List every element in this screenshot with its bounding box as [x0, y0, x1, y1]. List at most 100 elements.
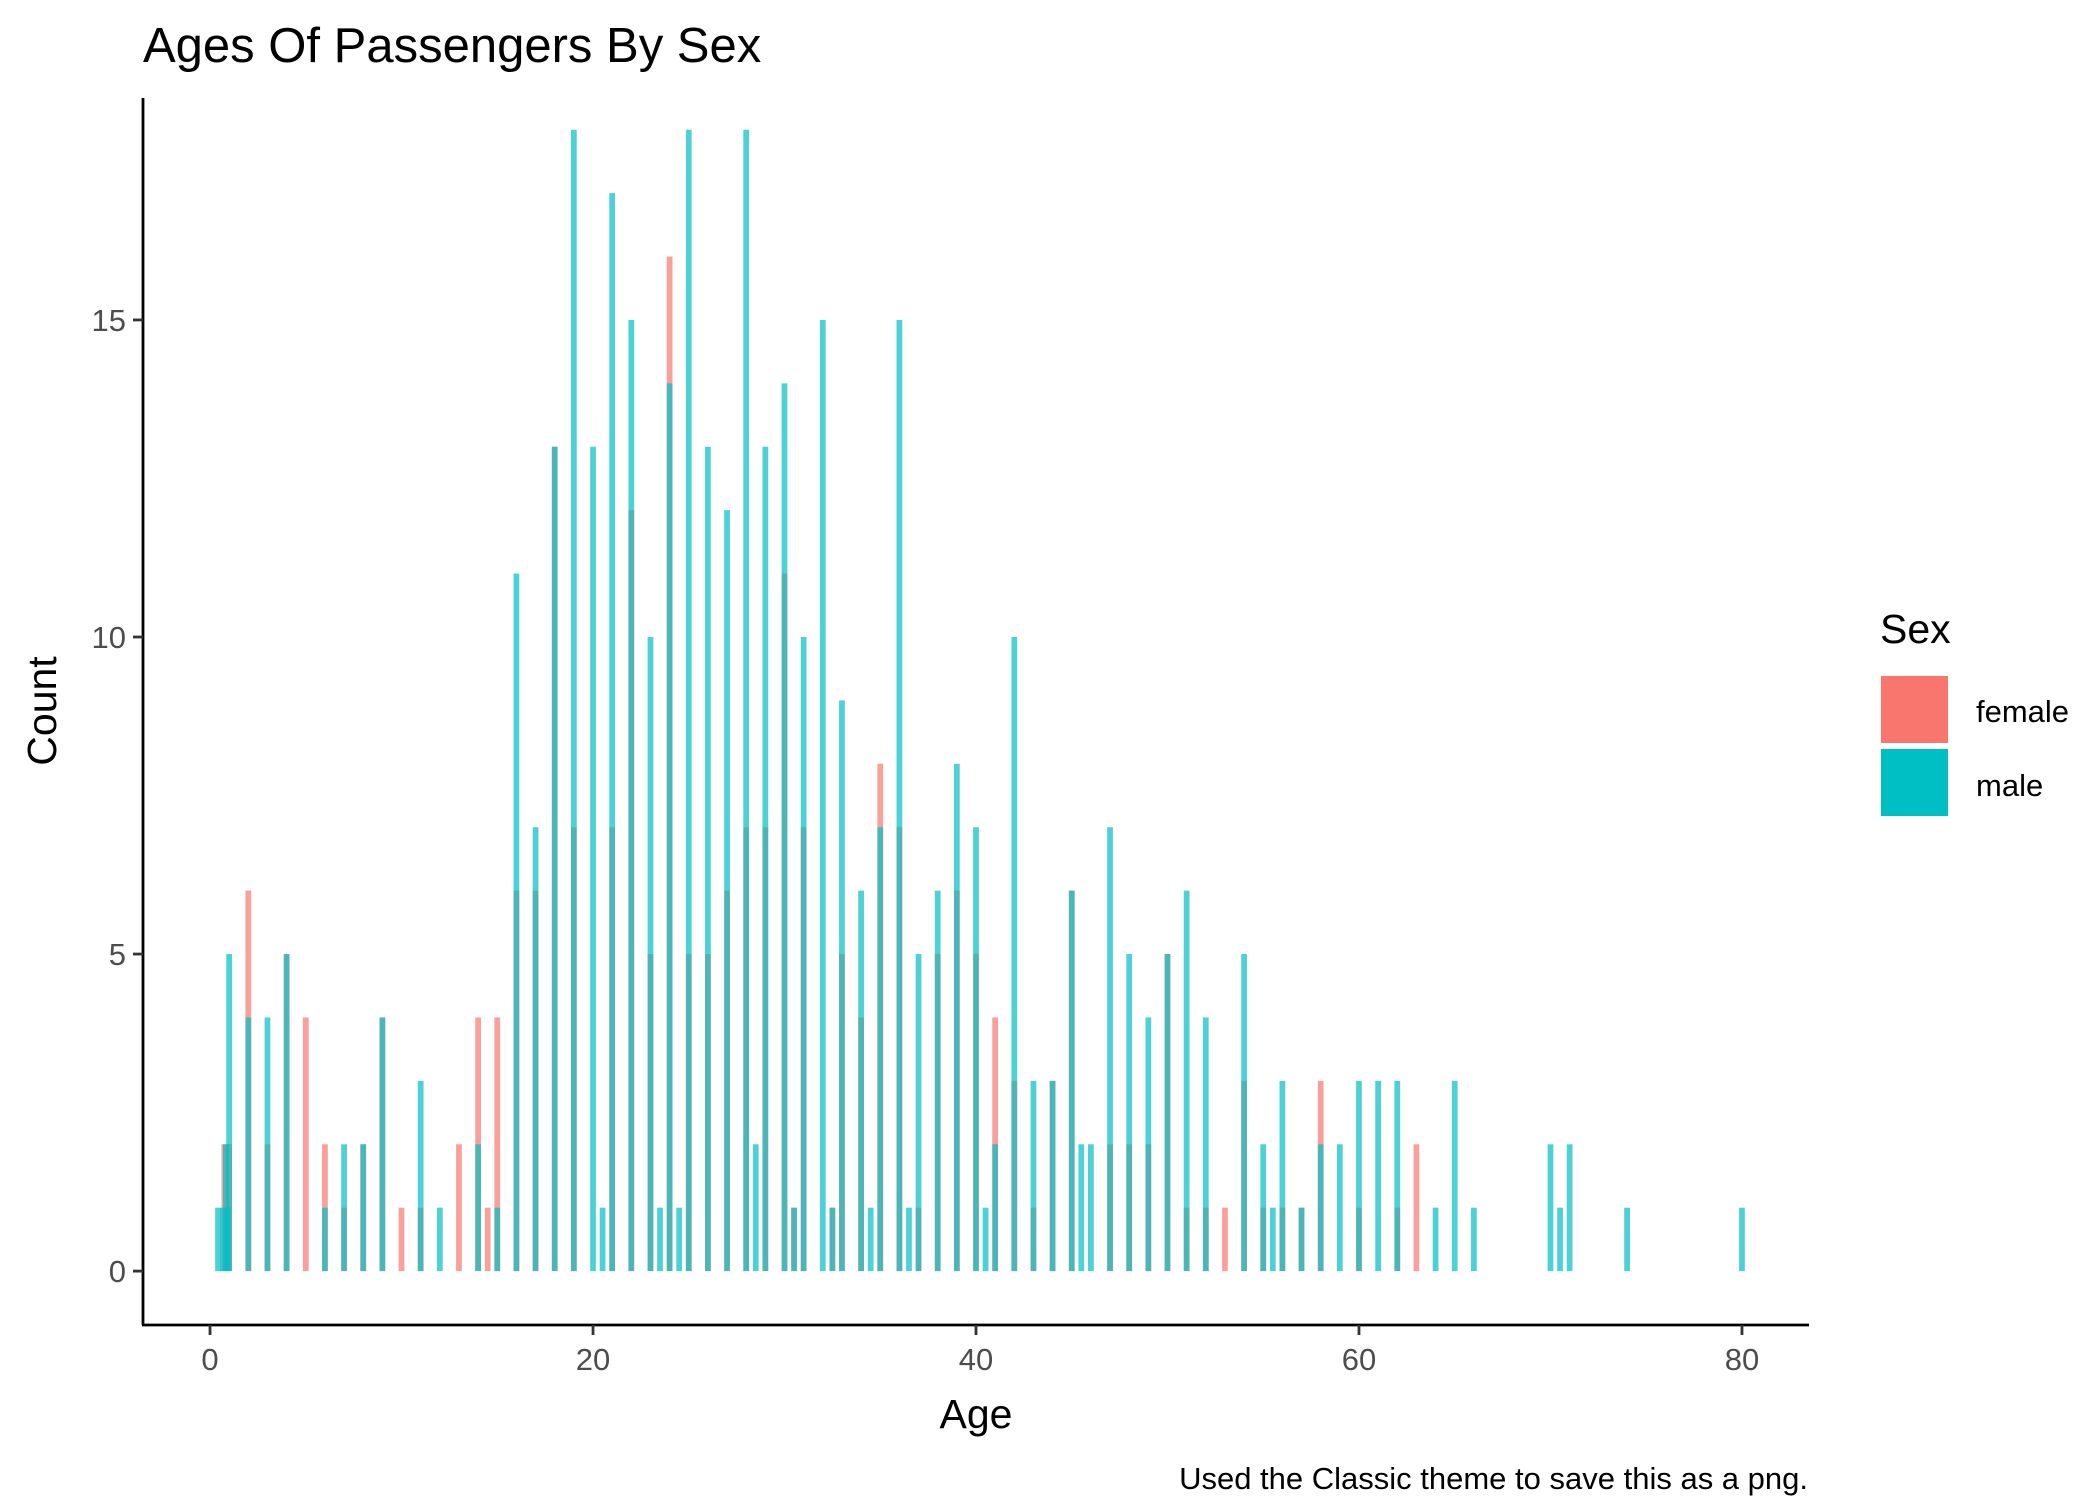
male-bar	[1432, 1207, 1439, 1272]
male-bar	[676, 1207, 683, 1272]
male-bar	[791, 1207, 797, 1272]
male-bar	[570, 129, 577, 1272]
x-tick-label: 20	[576, 1342, 610, 1377]
male-bar	[215, 1207, 221, 1272]
y-tick-label: 5	[109, 937, 126, 972]
male-bar	[245, 1017, 252, 1272]
male-bar	[829, 1207, 836, 1272]
male-bar	[1126, 954, 1133, 1272]
male-bar	[494, 1207, 501, 1272]
male-bar	[657, 1207, 663, 1272]
male-bar	[953, 763, 960, 1272]
male-bar	[819, 319, 826, 1272]
male-bar	[877, 827, 884, 1272]
female-bar	[494, 1017, 501, 1272]
legend-title: Sex	[1880, 606, 1951, 652]
male-bar	[1298, 1207, 1305, 1272]
male-bar	[1241, 954, 1247, 1272]
male-bar	[417, 1080, 424, 1272]
male-bar	[360, 1144, 367, 1272]
male-bar	[1088, 1144, 1094, 1272]
male-bar	[1739, 1207, 1745, 1272]
male-bar	[590, 446, 596, 1272]
chart-caption: Used the Classic theme to save this as a…	[1179, 1461, 1808, 1496]
male-bar	[1202, 1017, 1209, 1272]
female-bar	[1222, 1207, 1228, 1272]
male-bar	[1557, 1207, 1563, 1272]
x-tick-label: 60	[1342, 1342, 1376, 1377]
male-bar	[992, 1144, 999, 1272]
male-bar	[1336, 1144, 1343, 1272]
y-axis-ticks: 0 5 10 15	[92, 303, 143, 1289]
male-bar	[724, 510, 730, 1272]
male-bar	[436, 1207, 443, 1272]
male-bar	[685, 129, 692, 1272]
female-bar	[302, 1017, 309, 1272]
y-tick-label: 0	[109, 1254, 126, 1289]
male-bar	[599, 1207, 606, 1272]
male-bar	[839, 700, 845, 1272]
male-bar	[1566, 1144, 1573, 1272]
male-bar	[226, 954, 233, 1272]
male-bar	[379, 1017, 386, 1272]
chart-title: Ages Of Passengers By Sex	[143, 19, 761, 73]
male-bar	[219, 1207, 226, 1272]
male-bar	[867, 1207, 874, 1272]
male-bar	[858, 890, 864, 1272]
x-tick-label: 80	[1725, 1342, 1759, 1377]
male-bar	[743, 129, 750, 1272]
male-bar	[1164, 954, 1171, 1272]
male-bar	[475, 1144, 481, 1272]
male-bar	[1049, 1080, 1056, 1272]
male-bar	[609, 193, 616, 1272]
male-bar	[1624, 1207, 1630, 1272]
male-bar	[915, 954, 922, 1272]
legend-label-female: female	[1976, 694, 2069, 729]
male-bar	[1451, 1080, 1458, 1272]
male-bar	[973, 827, 979, 1272]
male-bar	[666, 383, 673, 1272]
male-bar	[283, 954, 290, 1272]
male-bar	[1547, 1144, 1554, 1272]
male-bar	[1030, 1080, 1037, 1272]
x-tick-label: 0	[201, 1342, 218, 1377]
male-bar	[1394, 1080, 1401, 1272]
male-bar	[532, 827, 539, 1272]
x-tick-label: 40	[959, 1342, 993, 1377]
male-bar	[1183, 890, 1190, 1272]
male-bar	[896, 319, 903, 1272]
x-axis-title: Age	[940, 1391, 1013, 1437]
female-bar	[456, 1144, 462, 1272]
male-bar	[906, 1207, 912, 1272]
male-bar	[982, 1207, 989, 1272]
legend-key-female	[1881, 676, 1948, 743]
male-bar	[752, 1144, 759, 1272]
male-bar	[1145, 1017, 1152, 1272]
male-bar	[1317, 1144, 1324, 1272]
male-bar	[1356, 1080, 1362, 1272]
y-tick-label: 15	[92, 303, 126, 338]
y-axis-title: Count	[19, 656, 65, 766]
male-bar	[934, 890, 941, 1272]
male-bar	[800, 636, 807, 1272]
male-bar	[513, 573, 520, 1272]
female-bar	[398, 1207, 405, 1272]
male-bar	[647, 636, 654, 1272]
male-bar	[264, 1017, 271, 1272]
female-bar	[1413, 1144, 1420, 1272]
male-bar	[551, 446, 558, 1272]
male-bar	[1471, 1207, 1477, 1272]
male-bar	[1260, 1144, 1267, 1272]
male-bar	[1269, 1207, 1276, 1272]
legend-label-male: male	[1976, 768, 2043, 803]
male-bar	[1279, 1080, 1286, 1272]
male-bar	[1107, 827, 1113, 1272]
male-bar	[781, 383, 788, 1272]
male-bar	[762, 446, 769, 1272]
male-bar	[705, 446, 711, 1272]
female-bar	[484, 1207, 491, 1272]
legend: Sex female male	[1880, 606, 2069, 816]
y-tick-label: 10	[92, 620, 126, 655]
male-bar	[1078, 1144, 1085, 1272]
